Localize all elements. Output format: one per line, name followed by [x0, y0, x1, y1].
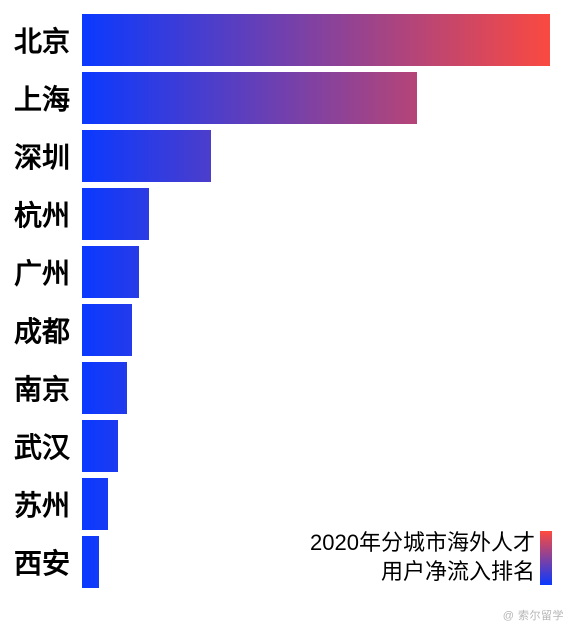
bar — [82, 72, 417, 124]
chart-row: 成都 — [0, 304, 570, 356]
bar-track — [82, 304, 560, 356]
category-label: 成都 — [0, 310, 70, 350]
bar-track — [82, 420, 560, 472]
category-label: 广州 — [0, 252, 70, 292]
bar-track — [82, 478, 560, 530]
chart-row: 上海 — [0, 72, 570, 124]
legend-gradient-bar — [540, 531, 552, 585]
bar-track — [82, 188, 560, 240]
bar-track — [82, 14, 560, 66]
category-label: 北京 — [0, 20, 70, 60]
bar — [82, 420, 118, 472]
chart-row: 杭州 — [0, 188, 570, 240]
chart-row: 苏州 — [0, 478, 570, 530]
category-label: 南京 — [0, 368, 70, 408]
bar-track — [82, 362, 560, 414]
category-label: 深圳 — [0, 136, 70, 176]
chart-row: 武汉 — [0, 420, 570, 472]
bar — [82, 14, 550, 66]
bar-track — [82, 246, 560, 298]
category-label: 上海 — [0, 78, 70, 118]
category-label: 苏州 — [0, 484, 70, 524]
chart-row: 深圳 — [0, 130, 570, 182]
bar-track — [82, 72, 560, 124]
legend-line-1: 2020年分城市海外人才 — [310, 528, 535, 558]
bar — [82, 536, 99, 588]
bar-track — [82, 130, 560, 182]
bar — [82, 188, 149, 240]
chart-row: 北京 — [0, 14, 570, 66]
chart-row: 南京 — [0, 362, 570, 414]
legend-line-2: 用户净流入排名 — [310, 557, 535, 587]
bar — [82, 246, 139, 298]
category-label: 西安 — [0, 542, 70, 582]
bar — [82, 362, 127, 414]
watermark: @ 索尔留学 — [503, 607, 564, 623]
bar — [82, 304, 132, 356]
category-label: 杭州 — [0, 194, 70, 234]
chart-legend: 2020年分城市海外人才 用户净流入排名 — [310, 528, 535, 587]
bar — [82, 130, 211, 182]
category-label: 武汉 — [0, 426, 70, 466]
chart-row: 广州 — [0, 246, 570, 298]
bar — [82, 478, 108, 530]
